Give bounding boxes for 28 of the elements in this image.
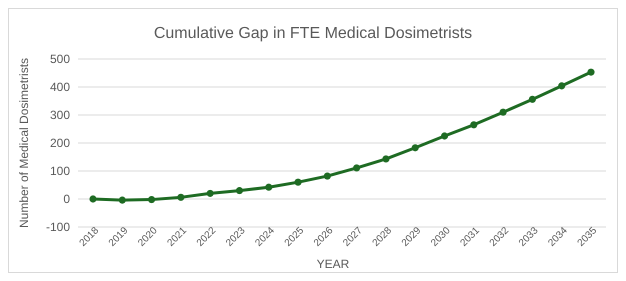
y-axis-title: Number of Medical Dosimetrists [17,58,31,228]
y-tick-label: 300 [50,108,70,122]
point [294,178,302,186]
chart-title: Cumulative Gap in FTE Medical Dosimetrists [154,25,472,42]
point [353,164,360,172]
point [382,155,390,163]
y-tick-label: 100 [50,164,70,178]
x-axis-title: YEAR [316,257,350,271]
point [177,194,184,201]
point [89,195,97,203]
y-tick-label: -100 [46,220,70,234]
y-tick-label: 0 [63,192,70,206]
point [587,68,595,76]
point [558,82,566,90]
point [265,184,272,191]
point [324,172,331,180]
point [470,121,478,128]
y-tick-label: 500 [50,52,70,66]
y-tick-label: 400 [50,80,70,94]
point [206,190,214,197]
point [118,196,126,204]
point [528,96,536,103]
point [236,187,244,194]
point [440,132,448,140]
point [148,196,156,204]
point [500,108,507,116]
y-tick-label: 200 [50,136,70,150]
point [412,144,419,152]
